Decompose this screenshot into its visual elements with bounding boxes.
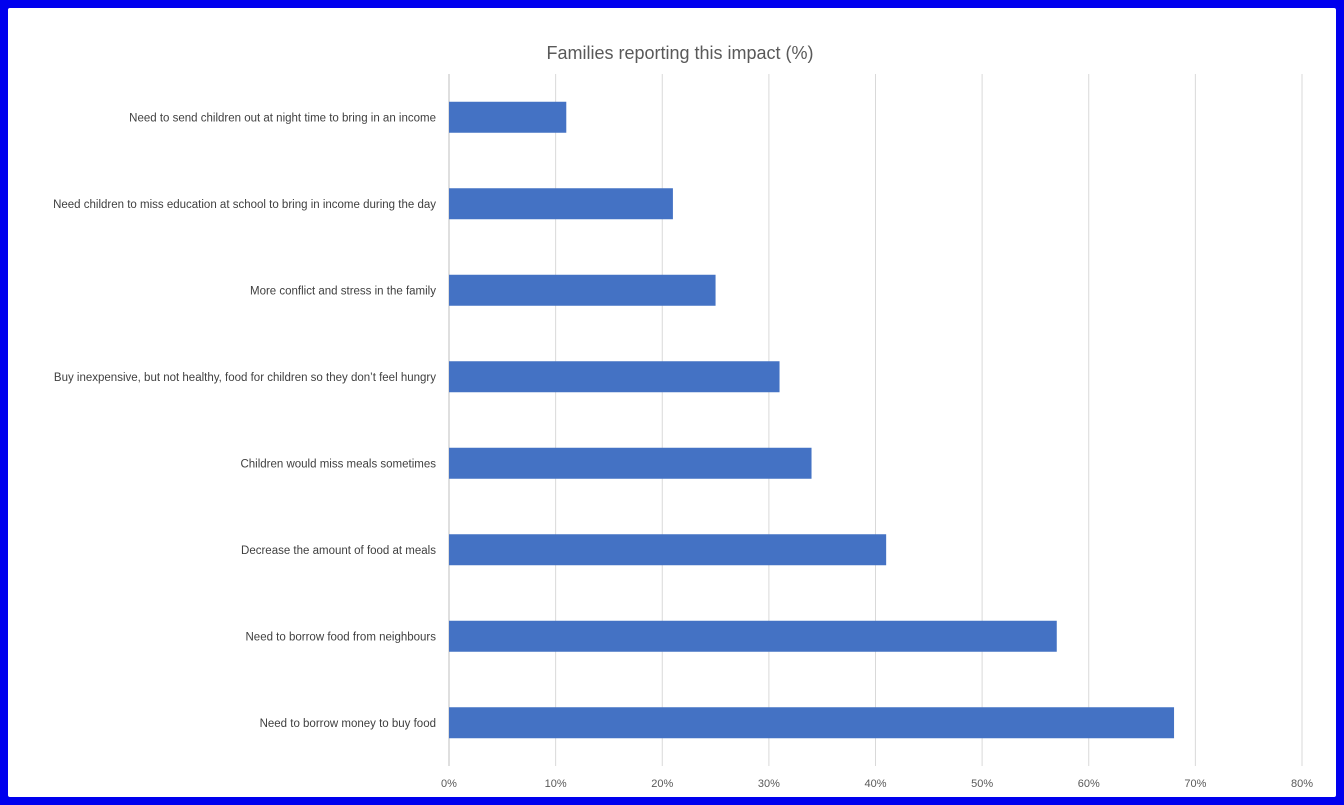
x-tick-label: 70% <box>1184 778 1206 790</box>
x-tick-label: 50% <box>971 778 993 790</box>
bar <box>449 620 1057 652</box>
x-tick-label: 30% <box>758 778 780 790</box>
chart-title: Families reporting this impact (%) <box>546 43 814 63</box>
bar <box>449 101 567 133</box>
category-label: More conflict and stress in the family <box>250 285 436 297</box>
x-tick-label: 20% <box>651 778 673 790</box>
category-label: Need to send children out at night time … <box>129 112 436 124</box>
bar <box>449 534 887 566</box>
category-label: Decrease the amount of food at meals <box>241 545 436 557</box>
x-tick-label: 0% <box>441 778 457 790</box>
category-label: Buy inexpensive, but not healthy, food f… <box>54 372 436 384</box>
category-label: Children would miss meals sometimes <box>240 458 436 470</box>
bar <box>449 188 673 220</box>
x-tick-label: 10% <box>545 778 567 790</box>
x-tick-label: 80% <box>1291 778 1313 790</box>
bar <box>449 274 716 306</box>
category-label: Need children to miss education at schoo… <box>53 199 436 211</box>
bar <box>449 447 812 479</box>
bar <box>449 707 1175 739</box>
x-tick-label: 40% <box>864 778 886 790</box>
category-label: Need to borrow food from neighbours <box>246 631 437 643</box>
category-label: Need to borrow money to buy food <box>260 718 436 730</box>
x-tick-label: 60% <box>1078 778 1100 790</box>
bar <box>449 361 780 393</box>
